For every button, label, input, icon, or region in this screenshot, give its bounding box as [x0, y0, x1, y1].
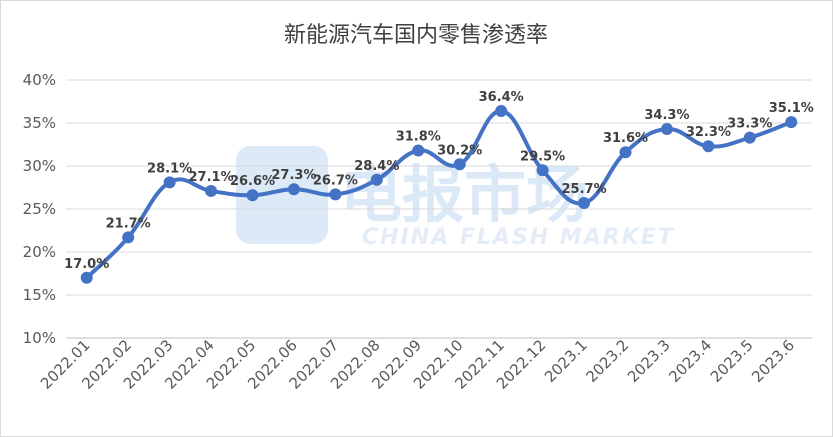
data-point — [619, 146, 632, 159]
data-point — [743, 131, 756, 144]
y-tick-label: 40% — [23, 71, 56, 89]
data-point — [412, 144, 425, 157]
data-label: 34.3% — [644, 108, 689, 123]
data-label: 28.4% — [354, 159, 399, 174]
data-point — [660, 123, 673, 136]
data-label: 36.4% — [479, 90, 524, 105]
gridlines — [66, 79, 812, 339]
y-tick-label: 15% — [23, 286, 56, 304]
data-point — [785, 116, 798, 129]
data-label: 21.7% — [106, 216, 151, 231]
data-point — [329, 188, 342, 201]
data-point — [163, 176, 176, 189]
data-label: 27.3% — [271, 168, 316, 183]
data-label: 27.1% — [189, 170, 234, 185]
data-point — [370, 173, 383, 186]
watermark: 电报市场 CHINA FLASH MARKET — [236, 146, 675, 250]
data-point — [453, 158, 466, 171]
y-tick-label: 35% — [23, 114, 56, 132]
watermark-text-en: CHINA FLASH MARKET — [362, 225, 675, 250]
watermark-logo — [236, 146, 328, 244]
data-point — [495, 104, 508, 117]
data-point — [287, 183, 300, 196]
data-point — [536, 164, 549, 177]
data-point — [122, 231, 135, 244]
data-point — [702, 140, 715, 153]
data-point — [578, 196, 591, 209]
y-tick-label: 30% — [23, 157, 56, 175]
data-label: 26.6% — [230, 174, 275, 189]
data-label: 35.1% — [769, 101, 814, 116]
data-label: 31.6% — [603, 131, 648, 146]
data-label: 26.7% — [313, 173, 358, 188]
data-label: 17.0% — [64, 257, 109, 272]
y-tick-label: 10% — [23, 329, 56, 347]
data-points — [80, 104, 798, 284]
chart-title: 新能源汽车国内零售渗透率 — [284, 23, 548, 48]
data-label: 31.8% — [396, 130, 441, 145]
data-label: 33.3% — [727, 117, 772, 132]
y-tick-label: 25% — [23, 200, 56, 218]
data-label: 28.1% — [147, 161, 192, 176]
data-label: 25.7% — [562, 182, 607, 197]
data-label: 32.3% — [686, 125, 731, 140]
data-point — [205, 184, 218, 197]
y-axis-ticks: 10% 15% 20% 25% 30% 35% 40% — [23, 71, 56, 347]
data-point — [246, 189, 259, 202]
data-label: 30.2% — [437, 143, 482, 158]
data-labels: 17.0% 21.7% 28.1%27.1%26.6%27.3%26.7%28.4%… — [64, 90, 814, 272]
data-label: 29.5% — [520, 149, 565, 164]
data-point — [80, 271, 93, 284]
y-tick-label: 20% — [23, 243, 56, 261]
